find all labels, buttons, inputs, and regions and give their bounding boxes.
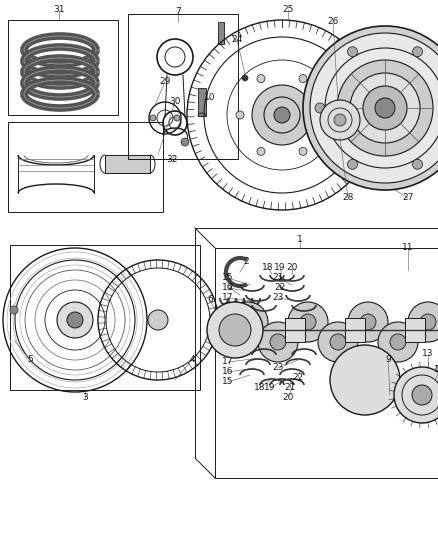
Text: 22: 22: [274, 284, 286, 293]
Text: 26: 26: [327, 18, 339, 27]
Circle shape: [207, 302, 263, 358]
Text: 19: 19: [264, 384, 276, 392]
Bar: [105, 155, 150, 173]
Circle shape: [318, 322, 358, 362]
Text: 27: 27: [403, 193, 413, 203]
Circle shape: [240, 314, 256, 330]
Circle shape: [413, 47, 423, 56]
Text: 22: 22: [293, 374, 304, 383]
Text: 20: 20: [283, 393, 294, 402]
Circle shape: [299, 147, 307, 156]
Text: 9: 9: [385, 356, 391, 365]
Circle shape: [394, 367, 438, 423]
Circle shape: [303, 26, 438, 190]
Text: 15: 15: [222, 273, 234, 282]
Circle shape: [350, 73, 420, 143]
Circle shape: [390, 334, 406, 350]
Text: 18: 18: [254, 384, 266, 392]
Bar: [405, 318, 425, 342]
Circle shape: [219, 314, 251, 346]
Circle shape: [174, 115, 180, 121]
Circle shape: [378, 322, 418, 362]
Circle shape: [67, 312, 83, 328]
Circle shape: [334, 114, 346, 126]
Text: 23: 23: [272, 364, 284, 373]
Circle shape: [150, 115, 156, 121]
Bar: [215, 248, 438, 478]
Text: 30: 30: [169, 98, 181, 107]
Circle shape: [348, 302, 388, 342]
Circle shape: [412, 385, 432, 405]
Text: 19: 19: [274, 263, 286, 272]
Bar: [8, 122, 163, 212]
Text: 2: 2: [227, 284, 233, 293]
Text: 29: 29: [159, 77, 171, 86]
Bar: [225, 318, 245, 342]
Circle shape: [347, 159, 357, 169]
Bar: [285, 318, 305, 342]
Circle shape: [270, 334, 286, 350]
Text: 4: 4: [189, 356, 195, 365]
Text: 24: 24: [231, 36, 243, 44]
Text: 3: 3: [82, 393, 88, 402]
Circle shape: [252, 85, 312, 145]
Text: 32: 32: [166, 156, 178, 165]
Text: 21: 21: [284, 384, 296, 392]
Bar: [345, 318, 365, 342]
Text: 16: 16: [222, 367, 234, 376]
Circle shape: [320, 111, 328, 119]
Circle shape: [181, 138, 189, 146]
Text: 6: 6: [207, 295, 213, 304]
Text: 10: 10: [204, 93, 216, 102]
Circle shape: [10, 306, 18, 314]
Text: 28: 28: [343, 193, 354, 203]
Circle shape: [330, 345, 400, 415]
Bar: [198, 88, 206, 116]
Circle shape: [288, 302, 328, 342]
Circle shape: [330, 334, 346, 350]
Circle shape: [300, 314, 316, 330]
Text: 1: 1: [297, 236, 303, 245]
Text: 2: 2: [243, 257, 249, 266]
Text: 17: 17: [222, 358, 234, 367]
Text: 23: 23: [272, 294, 284, 303]
Text: 25: 25: [283, 5, 294, 14]
Circle shape: [315, 103, 325, 113]
Circle shape: [320, 100, 360, 140]
Text: 11: 11: [402, 244, 414, 253]
Bar: [8, 20, 118, 115]
Circle shape: [274, 107, 290, 123]
Text: 31: 31: [53, 5, 65, 14]
Circle shape: [375, 98, 395, 118]
Text: 15: 15: [222, 377, 234, 386]
Circle shape: [258, 322, 298, 362]
Text: 18: 18: [262, 263, 274, 272]
Circle shape: [236, 111, 244, 119]
Circle shape: [420, 314, 436, 330]
Circle shape: [310, 33, 438, 183]
Bar: [128, 14, 238, 159]
Text: 16: 16: [222, 284, 234, 293]
Circle shape: [337, 60, 433, 156]
Circle shape: [148, 310, 168, 330]
Text: 20: 20: [286, 263, 298, 272]
Circle shape: [57, 302, 93, 338]
Text: 17: 17: [222, 294, 234, 303]
Bar: [218, 22, 224, 44]
Circle shape: [228, 302, 268, 342]
Text: 21: 21: [272, 273, 284, 282]
Text: 12: 12: [434, 366, 438, 375]
Circle shape: [257, 147, 265, 156]
Circle shape: [363, 86, 407, 130]
Circle shape: [242, 75, 248, 81]
Text: 13: 13: [422, 350, 434, 359]
Circle shape: [360, 314, 376, 330]
Text: 7: 7: [175, 7, 181, 17]
Circle shape: [257, 75, 265, 83]
Circle shape: [347, 47, 357, 56]
Text: 5: 5: [27, 356, 33, 365]
Circle shape: [408, 302, 438, 342]
Circle shape: [413, 159, 423, 169]
Circle shape: [299, 75, 307, 83]
